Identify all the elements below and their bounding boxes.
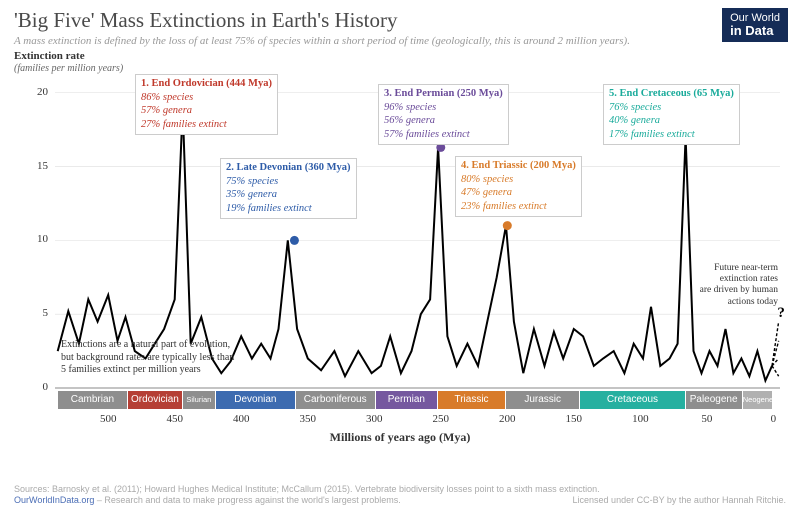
x-tick: 250: [426, 413, 456, 425]
x-tick: 50: [692, 413, 722, 425]
period-silurian: Silurian: [183, 391, 215, 409]
x-axis-label: Millions of years ago (Mya): [0, 430, 800, 445]
background-note: Extinctions are a natural part of evolut…: [61, 339, 234, 377]
period-neogene: Neogene: [743, 391, 773, 409]
chart-container: 'Big Five' Mass Extinctions in Earth's H…: [0, 0, 800, 511]
footer-site-link[interactable]: OurWorldInData.org: [14, 495, 94, 505]
y-tick: 5: [18, 307, 48, 319]
x-tick: 350: [293, 413, 323, 425]
extinction-annotation-2: 2. Late Devonian (360 Mya)75% species35%…: [220, 158, 357, 219]
footer-license: Licensed under CC-BY by the author Hanna…: [573, 495, 786, 507]
period-permian: Permian: [376, 391, 438, 409]
chart-area: Extinction rate (families per million ye…: [0, 48, 800, 468]
x-tick: 200: [492, 413, 522, 425]
header: 'Big Five' Mass Extinctions in Earth's H…: [0, 0, 800, 49]
extinction-annotation-1: 1. End Ordovician (444 Mya)86% species57…: [135, 74, 278, 135]
x-tick: 0: [758, 413, 788, 425]
period-triassic: Triassic: [438, 391, 505, 409]
period-jurassic: Jurassic: [506, 391, 579, 409]
period-devonian: Devonian: [216, 391, 295, 409]
svg-text:?: ?: [777, 305, 785, 321]
page-title: 'Big Five' Mass Extinctions in Earth's H…: [14, 8, 786, 33]
page-subtitle: A mass extinction is defined by the loss…: [14, 35, 786, 47]
period-ordovician: Ordovician: [128, 391, 182, 409]
x-tick: 150: [559, 413, 589, 425]
period-cretaceous: Cretaceous: [580, 391, 684, 409]
x-tick: 100: [625, 413, 655, 425]
y-tick: 15: [18, 160, 48, 172]
y-tick: 0: [18, 381, 48, 393]
logo-line2: in Data: [730, 24, 780, 38]
y-tick: 10: [18, 233, 48, 245]
x-tick: 400: [226, 413, 256, 425]
owid-logo[interactable]: Our World in Data: [722, 8, 788, 42]
x-tick: 500: [93, 413, 123, 425]
footer: Sources: Barnosky et al. (2011); Howard …: [14, 484, 786, 507]
y-tick: 20: [18, 86, 48, 98]
x-tick: 450: [160, 413, 190, 425]
extinction-annotation-3: 3. End Permian (250 Mya)96% species56% g…: [378, 84, 509, 145]
extinction-annotation-4: 4. End Triassic (200 Mya)80% species47% …: [455, 156, 582, 217]
period-paleogene: Paleogene: [686, 391, 742, 409]
footer-sources: Sources: Barnosky et al. (2011); Howard …: [14, 484, 786, 496]
x-tick: 300: [359, 413, 389, 425]
period-carboniferous: Carboniferous: [296, 391, 375, 409]
footer-tagline: – Research and data to make progress aga…: [94, 495, 400, 505]
future-note: Future near-termextinction ratesare driv…: [678, 263, 778, 309]
period-cambrian: Cambrian: [58, 391, 128, 409]
extinction-annotation-5: 5. End Cretaceous (65 Mya)76% species40%…: [603, 84, 740, 145]
